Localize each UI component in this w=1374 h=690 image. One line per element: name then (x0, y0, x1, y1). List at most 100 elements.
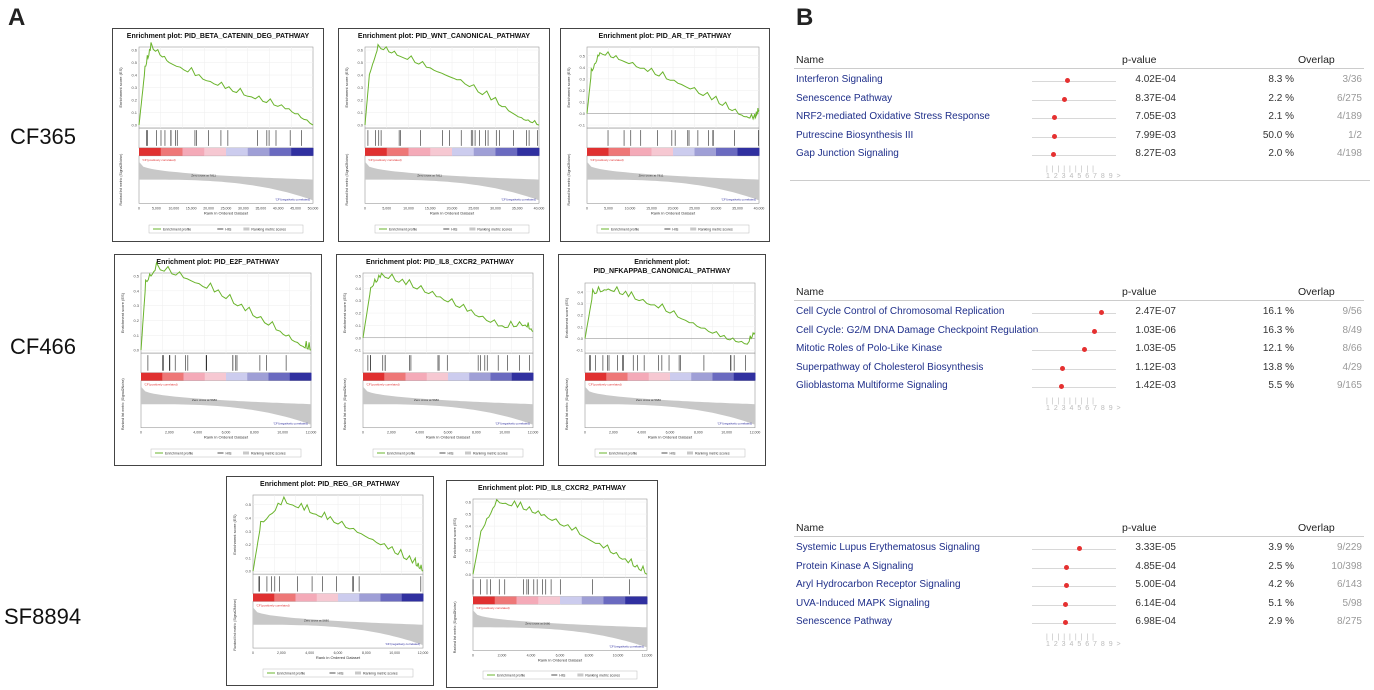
pathway-name[interactable]: Senescence Pathway (796, 92, 893, 104)
pvalue-track (1032, 118, 1116, 120)
pvalue-dot (1076, 546, 1082, 551)
pathway-name[interactable]: NRF2-mediated Oxidative Stress Response (796, 111, 990, 123)
rank-color-segment (268, 372, 291, 381)
gsea-svg: 0.0 0.1 0.2 0.3 0.4 0.5 0.6 Enrichment score (E… (344, 43, 544, 234)
pagination[interactable]: | | | | | | | | | 1 2 3 4 5 6 7 8 9 > (1046, 634, 1122, 648)
rank-color-segment (712, 372, 735, 381)
pathway-name[interactable]: Cell Cycle Control of Chromosomal Replic… (796, 306, 1005, 317)
gsea-title-line-2: PID_NFKAPPAB_CANONICAL_PATHWAY (593, 268, 731, 275)
x-tick-label: 25,000 (689, 206, 700, 210)
pvalue-dot (1092, 328, 1098, 334)
y-tick-label: 0.3 (577, 301, 583, 306)
pathway-name[interactable]: Glioblastoma Multiforme Signaling (796, 380, 948, 392)
y-tick-label: 0.3 (355, 298, 361, 303)
zero-cross-label: Zero cross at 5680 (414, 398, 439, 402)
y-axis-label-es: Enrichment score (ES) (232, 514, 237, 555)
y-axis-label-rank: Ranked list metric (Signal2Noise) (345, 154, 349, 206)
y-tick-label: 0.4 (357, 73, 363, 78)
pvalue-value: 2.47E-07 (1135, 306, 1176, 317)
gsea-plot-ar-tf: Enrichment plot: PID_AR_TF_PATHWAY -0.1 0… (560, 28, 770, 242)
ranking-metric-area (585, 386, 755, 425)
col-header-overlap: Overlap (1298, 522, 1335, 534)
y-tick-label: 0.0 (357, 123, 363, 128)
rank-color-segment (585, 372, 607, 381)
gsea-svg: 0.0 0.1 0.2 0.3 0.4 0.5 Enrichment score (ES) '… (232, 494, 428, 678)
x-tick-label: 8,000 (694, 431, 703, 435)
x-tick-label: 6,000 (334, 651, 343, 655)
rank-color-segment (648, 372, 671, 381)
x-tick-label: 6,000 (556, 653, 565, 657)
positive-label: 'CF'(positively correlated) (144, 383, 178, 387)
legend-item-ranking: Ranking metric scores (363, 672, 398, 676)
gsea-title: Enrichment plot: PID_BETA_CATENIN_DEG_PA… (126, 33, 310, 40)
pathway-name[interactable]: Mitotic Roles of Polo-Like Kinase (796, 343, 943, 355)
x-tick-label: 5,000 (152, 206, 161, 210)
pvalue-value: 3.33E-05 (1135, 542, 1176, 553)
pathway-name[interactable]: Interferon Signaling (796, 74, 883, 85)
pathway-name[interactable]: Senescence Pathway (796, 616, 893, 628)
x-tick-label: 5,000 (382, 206, 391, 210)
legend-item-hits: Hits (226, 452, 232, 456)
enrichment-curve (584, 285, 756, 345)
pathway-name[interactable]: UVA-Induced MAPK Signaling (796, 597, 930, 609)
y-tick-label: 0.5 (465, 512, 471, 517)
pathway-name[interactable]: Gap Junction Signaling (796, 148, 899, 160)
positive-label: 'CF'(positively correlated) (476, 606, 510, 610)
y-axis-label-es: Enrichment score (ES) (342, 292, 347, 333)
rank-color-segment (694, 147, 717, 156)
y-tick-label: 0.3 (579, 76, 585, 81)
pathway-name[interactable]: Protein Kinase A Signaling (796, 560, 914, 572)
legend-item-profile: Enrichment profile (497, 674, 525, 678)
y-tick-label: 0.4 (133, 288, 139, 293)
x-axis-label: Rank in Ordered Dataset (204, 210, 249, 215)
ipa-table-cf365: Name p-value Overlap Interferon Signaling 4.… (790, 52, 1370, 182)
y-tick-label: 0.4 (465, 524, 471, 529)
pathway-name[interactable]: Putrescine Biosynthesis III (796, 129, 914, 141)
rank-color-segment (247, 147, 270, 156)
x-axis-label: Rank in Ordered Dataset (204, 435, 249, 440)
pvalue-track (1032, 567, 1116, 569)
x-tick-label: 15,000 (425, 206, 436, 210)
pagination[interactable]: | | | | | | | | | 1 2 3 4 5 6 7 8 9 > (1046, 166, 1122, 180)
ranking-metric-area (587, 161, 759, 201)
rank-color-segment (538, 596, 561, 605)
y-tick-label: 0.4 (577, 289, 583, 294)
rank-color-segment (291, 147, 314, 156)
negative-label: 'CF'(negatively correlated) (501, 197, 536, 201)
overlap-percent: 8.3 % (1268, 74, 1294, 85)
negative-label: 'CF'(negatively correlated) (275, 197, 310, 201)
pagination[interactable]: | | | | | | | | | 1 2 3 4 5 6 7 8 9 > (1046, 398, 1122, 412)
y-axis-label-rank: Ranked list metric (Signal2Noise) (121, 378, 125, 430)
y-tick-label: 0.2 (465, 548, 471, 553)
pathway-name[interactable]: Cell Cycle: G2/M DNA Damage Checkpoint R… (796, 324, 1039, 336)
pvalue-dot (1061, 96, 1067, 102)
x-tick-label: 0 (584, 431, 586, 435)
rank-color-segment (495, 147, 518, 156)
header-divider (794, 68, 1364, 69)
gsea-title: Enrichment plot: PID_WNT_CANONICAL_PATHW… (357, 33, 531, 40)
y-tick-label: 0.5 (579, 53, 585, 58)
pvalue-dot (1062, 620, 1068, 626)
pagination-labels: 1 2 3 4 5 6 7 8 9 > (1046, 641, 1122, 648)
x-tick-label: 4,000 (637, 431, 646, 435)
table-row: Cell Cycle: G2/M DNA Damage Checkpoint R… (796, 323, 1362, 341)
pvalue-dot (1064, 583, 1070, 589)
legend-item-ranking: Ranking metric scores (698, 228, 733, 232)
y-tick-label: 0.1 (131, 110, 137, 115)
legend-item-profile: Enrichment profile (609, 452, 637, 456)
x-tick-label: 6,000 (444, 431, 453, 435)
rank-color-segment (469, 372, 491, 381)
positive-label: 'CF'(positively correlated) (366, 383, 400, 387)
overlap-ratio: 6/275 (1336, 92, 1362, 104)
x-tick-label: 0 (472, 653, 474, 657)
rank-color-segment (426, 372, 449, 381)
y-tick-label: 0.5 (355, 274, 361, 279)
x-tick-label: 30,000 (490, 206, 501, 210)
rank-color-segment (430, 147, 453, 156)
pathway-name[interactable]: Systemic Lupus Erythematosus Signaling (796, 542, 980, 553)
pvalue-track (1032, 549, 1116, 550)
gsea-svg: 0.0 0.1 0.2 0.3 0.4 0.5 Enrichment score (ES) '… (120, 261, 316, 458)
pathway-name[interactable]: Superpathway of Cholesterol Biosynthesis (796, 361, 984, 373)
pathway-name[interactable]: Aryl Hydrocarbon Receptor Signaling (796, 579, 961, 591)
x-tick-label: 5,000 (604, 206, 613, 210)
